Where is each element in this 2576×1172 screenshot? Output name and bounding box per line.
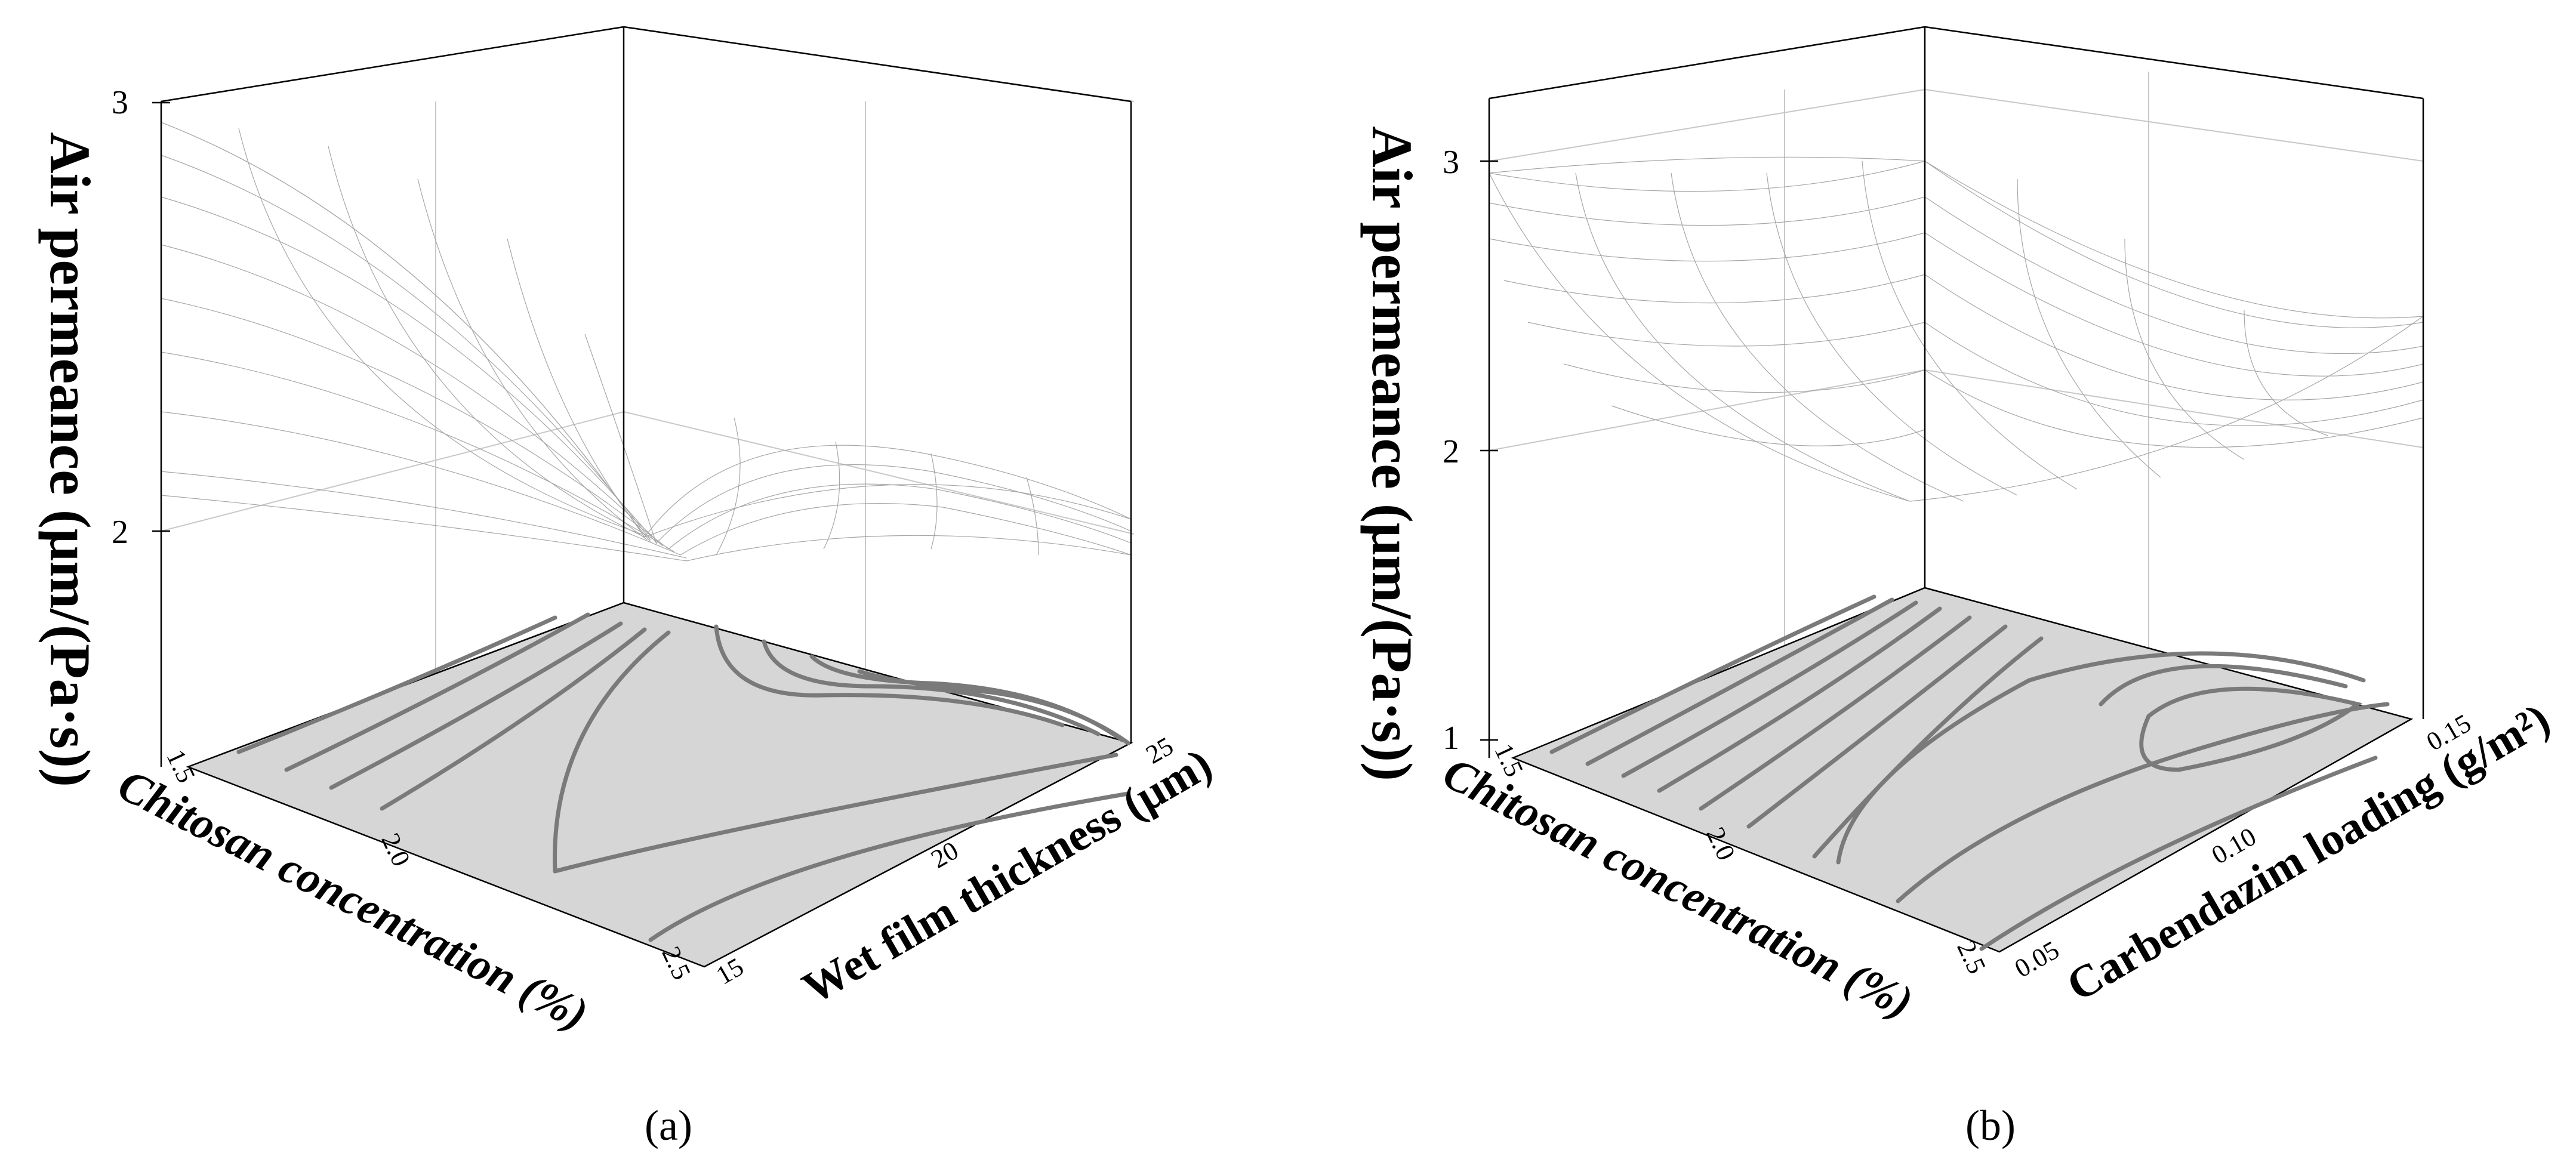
panel-a-axis-box <box>152 26 1132 767</box>
panel-b-axis-box <box>1480 26 2424 758</box>
panel-a-surface-mesh <box>161 122 1132 562</box>
panel-b-z-tick: 2 <box>1443 433 1459 470</box>
panel-a-back-grid <box>161 26 1135 680</box>
panel-a-contours <box>236 612 1130 942</box>
panel-b-z-axis-title: Air permeance (μm/(Pa·s)) <box>1360 126 1424 781</box>
panel-a-z-axis-title: Air permeance (μm/(Pa·s)) <box>38 132 102 787</box>
panel-b-back-grid <box>1489 26 2424 680</box>
panel-b-label: (b) <box>1965 1102 2016 1149</box>
panel-a: 3 2 1.5 2.0 2.5 15 20 25 Air permeance (… <box>38 26 1220 1149</box>
panel-b: 3 2 1 1.5 2.0 2.5 0.05 0.10 0.15 Air per… <box>1360 26 2558 1149</box>
panel-b-surface-mesh <box>1489 156 2425 502</box>
panel-a-label: (a) <box>645 1102 692 1149</box>
panel-b-y-tick: 0.05 <box>2010 935 2064 983</box>
panel-b-z-tick: 3 <box>1443 144 1459 181</box>
panel-a-z-tick: 3 <box>112 84 128 121</box>
panel-b-contour-floor <box>1511 587 2414 953</box>
panel-a-z-tick: 2 <box>112 514 128 551</box>
panel-b-z-tick: 1 <box>1443 720 1459 757</box>
panel-b-contours <box>1549 594 2390 951</box>
